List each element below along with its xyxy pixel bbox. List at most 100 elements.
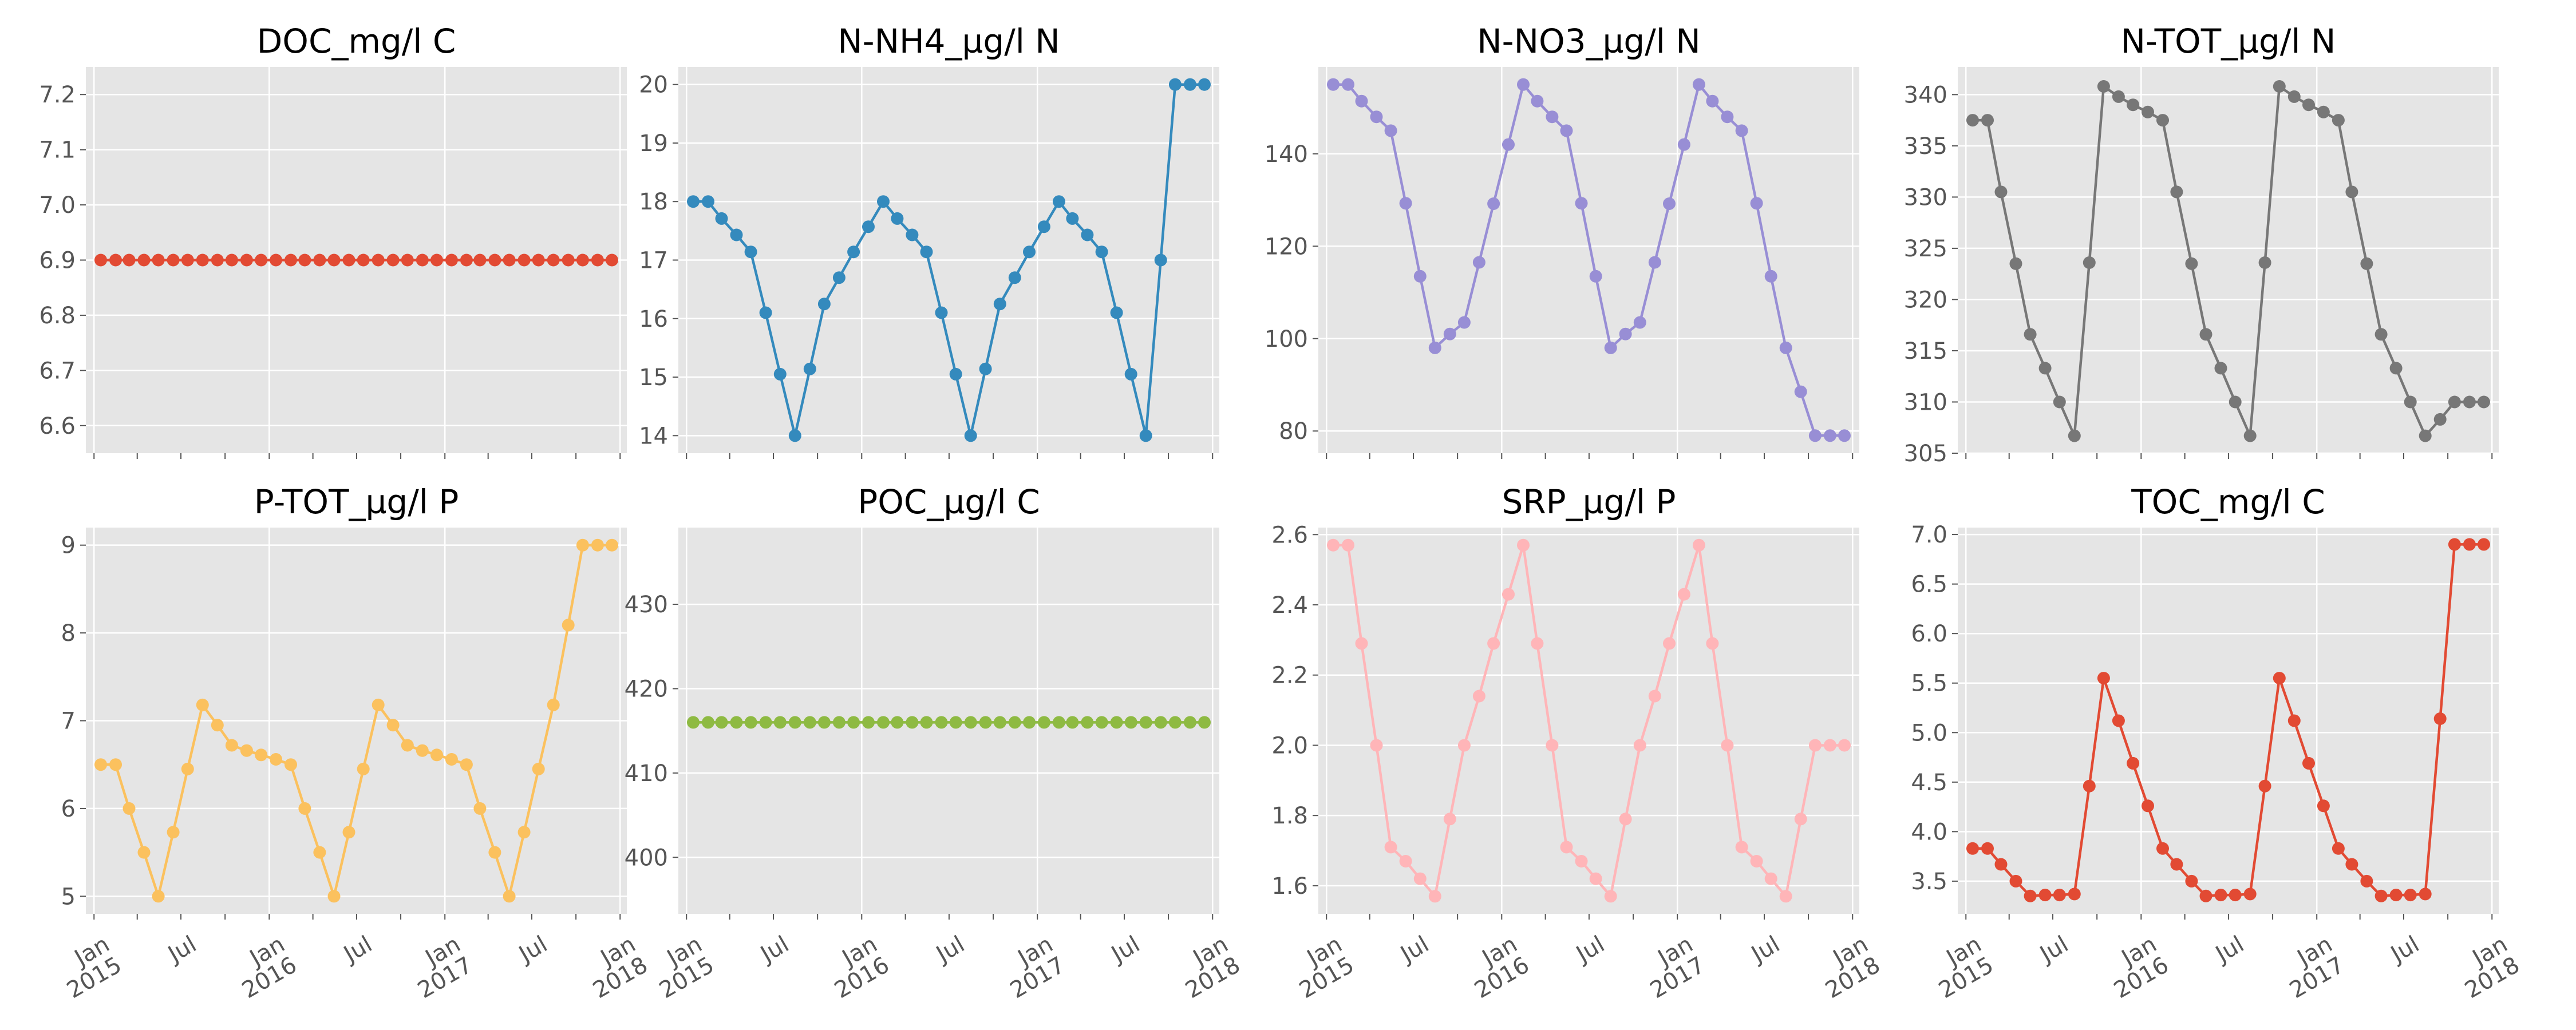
- data-point: [1648, 690, 1661, 703]
- y-tick-label: 6.7: [39, 358, 76, 384]
- plot-area: [678, 528, 1219, 914]
- y-tick-label: 335: [1904, 133, 1947, 160]
- data-point: [109, 253, 122, 267]
- data-point: [298, 253, 311, 267]
- data-point: [1560, 841, 1573, 854]
- data-point: [1706, 637, 1719, 650]
- data-point: [2258, 256, 2271, 269]
- data-point: [591, 538, 604, 552]
- data-point: [1823, 739, 1836, 752]
- data-point: [2156, 842, 2169, 855]
- data-point: [1808, 739, 1822, 752]
- y-tick-label: 320: [1904, 287, 1947, 313]
- data-point: [2170, 185, 2183, 199]
- x-tick-label: Jan2015: [1922, 931, 1998, 1004]
- data-point: [1037, 716, 1050, 729]
- data-point: [2273, 80, 2286, 93]
- data-point: [357, 762, 370, 775]
- y-tick-label: 7: [61, 708, 76, 735]
- x-tick-label-line: Jul: [1395, 931, 1433, 968]
- data-point: [430, 253, 443, 267]
- data-point: [240, 744, 253, 757]
- data-point: [773, 716, 787, 729]
- data-point: [1794, 385, 1807, 398]
- data-point: [1633, 739, 1646, 752]
- data-point: [503, 890, 516, 903]
- data-point: [357, 253, 370, 267]
- data-point: [1413, 270, 1427, 283]
- data-point: [2024, 328, 2037, 341]
- data-point: [862, 220, 875, 233]
- data-point: [979, 362, 992, 375]
- x-tick-label: Jul: [2210, 931, 2249, 968]
- data-point: [2463, 538, 2476, 551]
- plot-area: [1958, 67, 2499, 453]
- plot-title: N-NO3_µg/l N: [1477, 22, 1700, 61]
- gridlines: [678, 528, 1219, 914]
- data-point: [687, 195, 700, 208]
- y-tick-label: 5.0: [1911, 720, 1947, 746]
- data-point: [255, 748, 268, 762]
- data-point: [1994, 858, 2008, 871]
- data-point: [1619, 327, 1632, 340]
- y-tick-label: 20: [639, 72, 668, 98]
- data-point: [847, 716, 860, 729]
- data-point: [2024, 889, 2037, 902]
- data-point: [1008, 271, 1021, 284]
- x-tick-label-line: Jul: [1746, 931, 1784, 968]
- y-tick-label: 100: [1265, 326, 1308, 352]
- x-tick-label: Jan2018: [1809, 931, 1884, 1004]
- data-point: [255, 253, 268, 267]
- data-point: [1750, 197, 1763, 210]
- data-point: [2068, 888, 2081, 901]
- y-tick-label: 16: [639, 306, 668, 332]
- data-point: [372, 253, 385, 267]
- data-point: [2053, 889, 2066, 902]
- data-point: [2214, 362, 2227, 375]
- data-point: [1139, 429, 1152, 442]
- data-point: [430, 748, 443, 762]
- data-point: [2053, 395, 2066, 409]
- data-point: [702, 716, 714, 729]
- data-point: [152, 253, 165, 267]
- y-tick-label: 2.6: [1271, 522, 1308, 548]
- data-point: [1517, 78, 1530, 91]
- data-point: [401, 739, 414, 752]
- subplot-3: N-NO3_µg/l N 80 100 120 140: [1265, 22, 1859, 459]
- data-point: [386, 719, 400, 732]
- data-point: [2038, 362, 2052, 375]
- data-point: [342, 253, 355, 267]
- x-tick-label: Jan2016: [2097, 931, 2173, 1004]
- data-point: [1198, 716, 1211, 729]
- data-point: [488, 253, 501, 267]
- x-tick-label: Jul: [163, 931, 201, 968]
- data-point: [1779, 890, 1792, 903]
- data-point: [1994, 185, 2008, 199]
- data-point: [152, 890, 165, 903]
- data-point: [949, 716, 962, 729]
- data-point: [906, 716, 919, 729]
- y-tick-label: 420: [625, 676, 668, 702]
- data-point: [920, 245, 933, 259]
- data-point: [1981, 842, 1994, 855]
- data-point: [2199, 889, 2212, 902]
- data-point: [2009, 874, 2022, 888]
- y-tick-label: 6.8: [39, 303, 76, 329]
- data-point: [1413, 872, 1427, 885]
- data-point: [211, 719, 224, 732]
- data-point: [473, 802, 487, 815]
- data-point: [788, 429, 801, 442]
- plot-title: POC_µg/l C: [858, 482, 1040, 521]
- data-point: [1183, 78, 1196, 91]
- data-point: [2419, 429, 2432, 442]
- data-point: [1384, 841, 1397, 854]
- data-point: [2185, 874, 2198, 888]
- data-point: [1154, 716, 1167, 729]
- data-point: [562, 253, 575, 267]
- data-point: [2478, 538, 2490, 551]
- x-tick-label: Jul: [2385, 931, 2424, 968]
- data-point: [1327, 538, 1340, 552]
- data-point: [1589, 270, 1602, 283]
- data-point: [1023, 245, 1036, 259]
- data-point: [1546, 739, 1559, 752]
